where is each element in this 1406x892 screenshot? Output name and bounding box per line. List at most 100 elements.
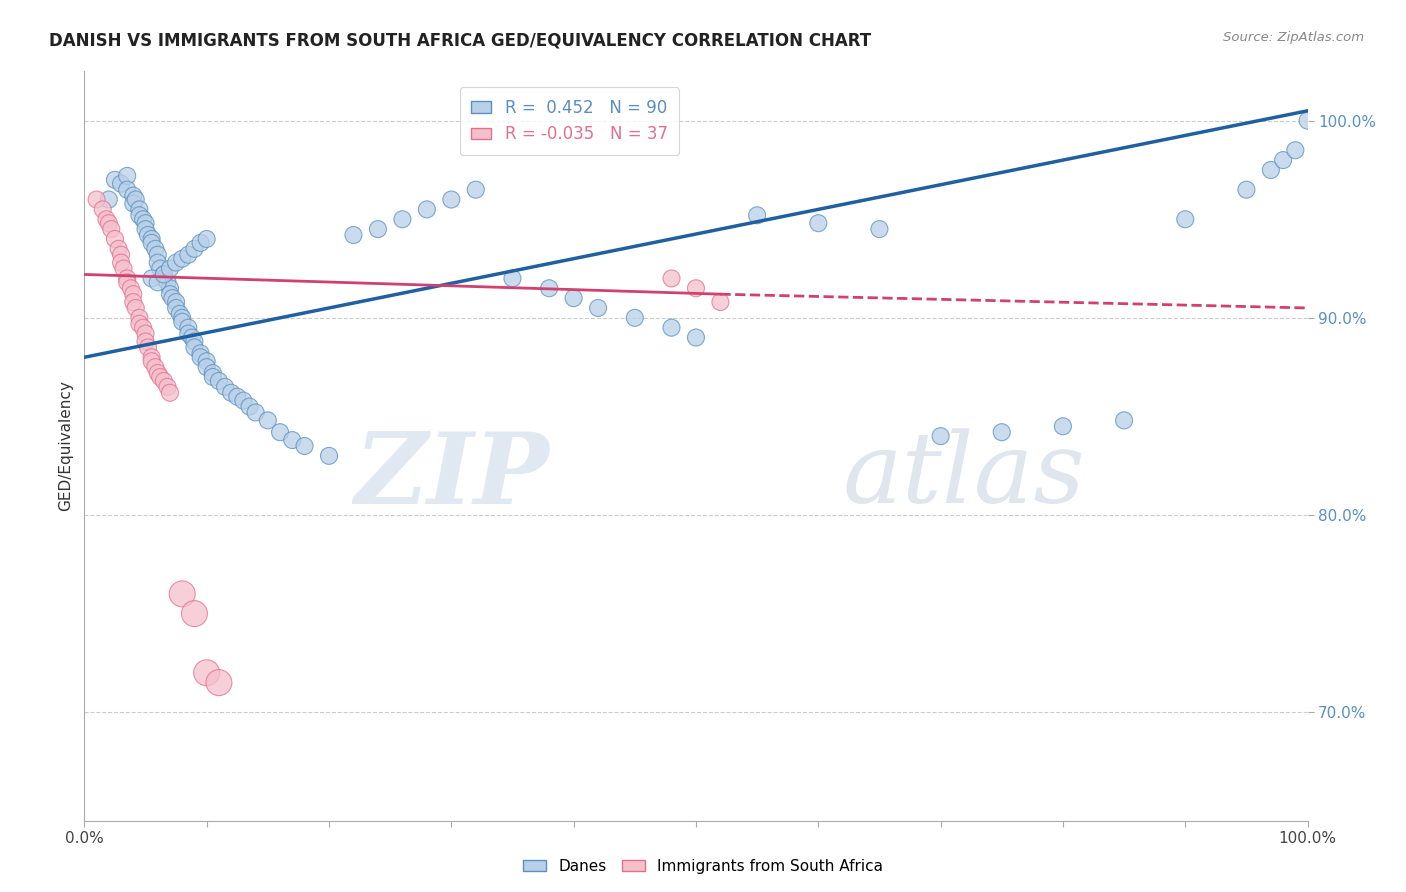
Point — [141, 232, 163, 246]
Point — [135, 216, 157, 230]
Point — [195, 360, 218, 375]
Point — [183, 340, 205, 354]
Point — [107, 242, 129, 256]
Point — [115, 271, 138, 285]
Point — [190, 346, 212, 360]
Point — [342, 227, 364, 242]
Point — [416, 202, 439, 217]
Point — [281, 433, 304, 447]
Point — [159, 281, 181, 295]
Point — [96, 212, 118, 227]
Point — [141, 271, 163, 285]
Point — [128, 208, 150, 222]
Point — [141, 351, 163, 365]
Point — [136, 227, 159, 242]
Legend: R =  0.452   N = 90, R = -0.035   N = 37: R = 0.452 N = 90, R = -0.035 N = 37 — [460, 87, 679, 155]
Point — [122, 287, 145, 301]
Point — [153, 374, 176, 388]
Point — [208, 675, 231, 690]
Point — [257, 413, 280, 427]
Point — [172, 587, 194, 601]
Point — [1236, 183, 1258, 197]
Point — [661, 320, 683, 334]
Point — [159, 287, 181, 301]
Point — [562, 291, 585, 305]
Point — [165, 295, 187, 310]
Point — [122, 295, 145, 310]
Point — [128, 202, 150, 217]
Point — [156, 276, 179, 290]
Point — [162, 291, 184, 305]
Point — [132, 212, 155, 227]
Point — [232, 393, 254, 408]
Point — [122, 188, 145, 202]
Point — [183, 607, 205, 621]
Point — [146, 276, 169, 290]
Point — [91, 202, 114, 217]
Point — [146, 255, 169, 269]
Point — [294, 439, 316, 453]
Text: Source: ZipAtlas.com: Source: ZipAtlas.com — [1223, 31, 1364, 45]
Point — [110, 177, 132, 191]
Point — [391, 212, 413, 227]
Point — [183, 242, 205, 256]
Point — [172, 315, 194, 329]
Point — [146, 366, 169, 380]
Point — [97, 216, 120, 230]
Point — [149, 261, 172, 276]
Point — [226, 390, 249, 404]
Point — [153, 268, 176, 282]
Point — [929, 429, 952, 443]
Point — [112, 261, 135, 276]
Point — [135, 222, 157, 236]
Point — [190, 351, 212, 365]
Point — [159, 261, 181, 276]
Point — [1296, 113, 1319, 128]
Point — [177, 320, 200, 334]
Legend: Danes, Immigrants from South Africa: Danes, Immigrants from South Africa — [517, 853, 889, 880]
Point — [135, 334, 157, 349]
Point — [1272, 153, 1295, 167]
Text: ZIP: ZIP — [354, 428, 550, 524]
Point — [685, 330, 707, 344]
Point — [122, 196, 145, 211]
Point — [128, 310, 150, 325]
Point — [146, 248, 169, 262]
Point — [125, 193, 148, 207]
Point — [1284, 143, 1306, 157]
Point — [115, 183, 138, 197]
Point — [586, 301, 609, 315]
Point — [195, 354, 218, 368]
Point — [991, 425, 1014, 440]
Point — [807, 216, 830, 230]
Point — [135, 326, 157, 341]
Point — [97, 193, 120, 207]
Point — [104, 232, 127, 246]
Point — [195, 232, 218, 246]
Point — [165, 301, 187, 315]
Point — [367, 222, 389, 236]
Point — [208, 374, 231, 388]
Point — [149, 370, 172, 384]
Point — [169, 307, 191, 321]
Point — [143, 360, 166, 375]
Point — [172, 310, 194, 325]
Point — [201, 366, 224, 380]
Point — [685, 281, 707, 295]
Point — [110, 255, 132, 269]
Point — [219, 385, 242, 400]
Point — [110, 248, 132, 262]
Point — [177, 248, 200, 262]
Point — [143, 242, 166, 256]
Point — [165, 255, 187, 269]
Point — [747, 208, 769, 222]
Point — [104, 173, 127, 187]
Point — [159, 385, 181, 400]
Point — [120, 281, 142, 295]
Point — [1114, 413, 1136, 427]
Point — [115, 169, 138, 183]
Text: DANISH VS IMMIGRANTS FROM SOUTH AFRICA GED/EQUIVALENCY CORRELATION CHART: DANISH VS IMMIGRANTS FROM SOUTH AFRICA G… — [49, 31, 872, 49]
Point — [464, 183, 486, 197]
Point — [238, 400, 260, 414]
Y-axis label: GED/Equivalency: GED/Equivalency — [58, 381, 73, 511]
